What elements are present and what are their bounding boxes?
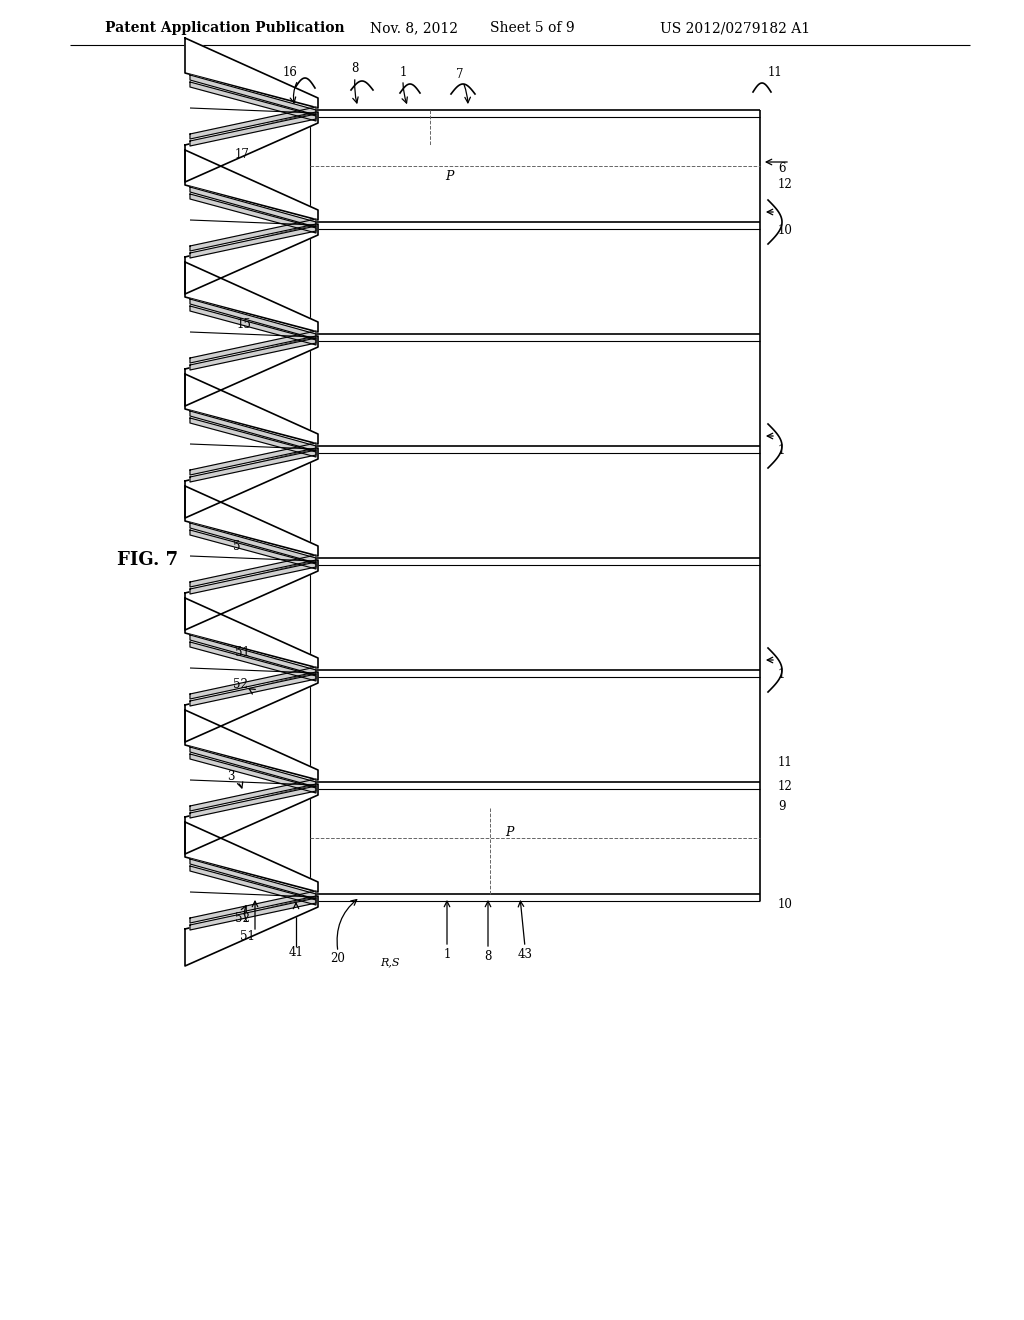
Text: 7: 7	[457, 69, 464, 82]
Polygon shape	[190, 82, 316, 121]
Polygon shape	[190, 194, 316, 234]
Text: 8: 8	[484, 949, 492, 962]
Polygon shape	[190, 531, 316, 569]
Text: 52: 52	[233, 678, 248, 692]
Text: 3: 3	[227, 771, 234, 784]
Polygon shape	[185, 822, 318, 892]
Polygon shape	[190, 187, 316, 227]
Text: 12: 12	[778, 780, 793, 793]
Text: 41: 41	[289, 945, 303, 958]
Text: 1: 1	[778, 445, 785, 458]
Text: 10: 10	[778, 898, 793, 911]
Text: R,S: R,S	[380, 957, 399, 968]
Text: P: P	[505, 826, 513, 840]
Polygon shape	[185, 337, 318, 407]
Text: FIG. 7: FIG. 7	[118, 550, 178, 569]
Text: 1: 1	[443, 948, 451, 961]
Polygon shape	[185, 784, 318, 854]
Polygon shape	[190, 114, 316, 147]
Text: Nov. 8, 2012: Nov. 8, 2012	[370, 21, 458, 36]
Text: 43: 43	[517, 948, 532, 961]
Polygon shape	[185, 374, 318, 444]
Polygon shape	[190, 675, 316, 706]
Polygon shape	[190, 411, 316, 451]
Polygon shape	[190, 554, 316, 587]
Polygon shape	[185, 261, 318, 333]
Text: 17: 17	[236, 149, 250, 161]
Polygon shape	[185, 224, 318, 294]
Polygon shape	[185, 560, 318, 630]
Polygon shape	[185, 38, 318, 108]
Text: 16: 16	[283, 66, 298, 78]
Text: US 2012/0279182 A1: US 2012/0279182 A1	[660, 21, 810, 36]
Polygon shape	[190, 747, 316, 787]
Polygon shape	[190, 667, 316, 700]
Polygon shape	[190, 219, 316, 251]
Polygon shape	[190, 300, 316, 339]
Polygon shape	[190, 338, 316, 370]
Text: 11: 11	[768, 66, 782, 78]
Polygon shape	[185, 672, 318, 742]
Text: 12: 12	[778, 178, 793, 191]
Polygon shape	[190, 866, 316, 906]
Polygon shape	[190, 226, 316, 257]
Polygon shape	[190, 891, 316, 923]
Text: Sheet 5 of 9: Sheet 5 of 9	[490, 21, 574, 36]
Polygon shape	[190, 331, 316, 363]
Polygon shape	[190, 306, 316, 345]
Text: 1: 1	[399, 66, 407, 79]
Text: 20: 20	[331, 953, 345, 965]
Polygon shape	[190, 523, 316, 564]
Text: 10: 10	[778, 223, 793, 236]
Polygon shape	[185, 486, 318, 556]
Text: 11: 11	[778, 755, 793, 768]
Text: Patent Application Publication: Patent Application Publication	[105, 21, 345, 36]
Polygon shape	[190, 859, 316, 899]
Polygon shape	[185, 710, 318, 780]
Polygon shape	[190, 635, 316, 675]
Text: 8: 8	[351, 62, 358, 74]
Polygon shape	[185, 896, 318, 966]
Text: P: P	[445, 169, 454, 182]
Polygon shape	[190, 785, 316, 818]
Polygon shape	[185, 598, 318, 668]
Polygon shape	[190, 75, 316, 115]
Text: 6: 6	[778, 161, 785, 174]
Text: 1: 1	[778, 668, 785, 681]
Polygon shape	[190, 779, 316, 810]
Polygon shape	[190, 898, 316, 931]
Text: 51: 51	[240, 931, 255, 944]
Polygon shape	[185, 447, 318, 517]
Polygon shape	[190, 444, 316, 475]
Polygon shape	[190, 418, 316, 457]
Text: 52: 52	[236, 912, 250, 925]
Polygon shape	[190, 754, 316, 793]
Polygon shape	[190, 562, 316, 594]
Text: 51: 51	[236, 645, 250, 659]
Text: 9: 9	[778, 800, 785, 813]
Polygon shape	[185, 150, 318, 220]
Polygon shape	[185, 112, 318, 182]
Polygon shape	[190, 450, 316, 482]
Polygon shape	[190, 642, 316, 681]
Text: 5: 5	[232, 540, 240, 553]
Text: 15: 15	[238, 318, 252, 330]
Polygon shape	[190, 107, 316, 139]
